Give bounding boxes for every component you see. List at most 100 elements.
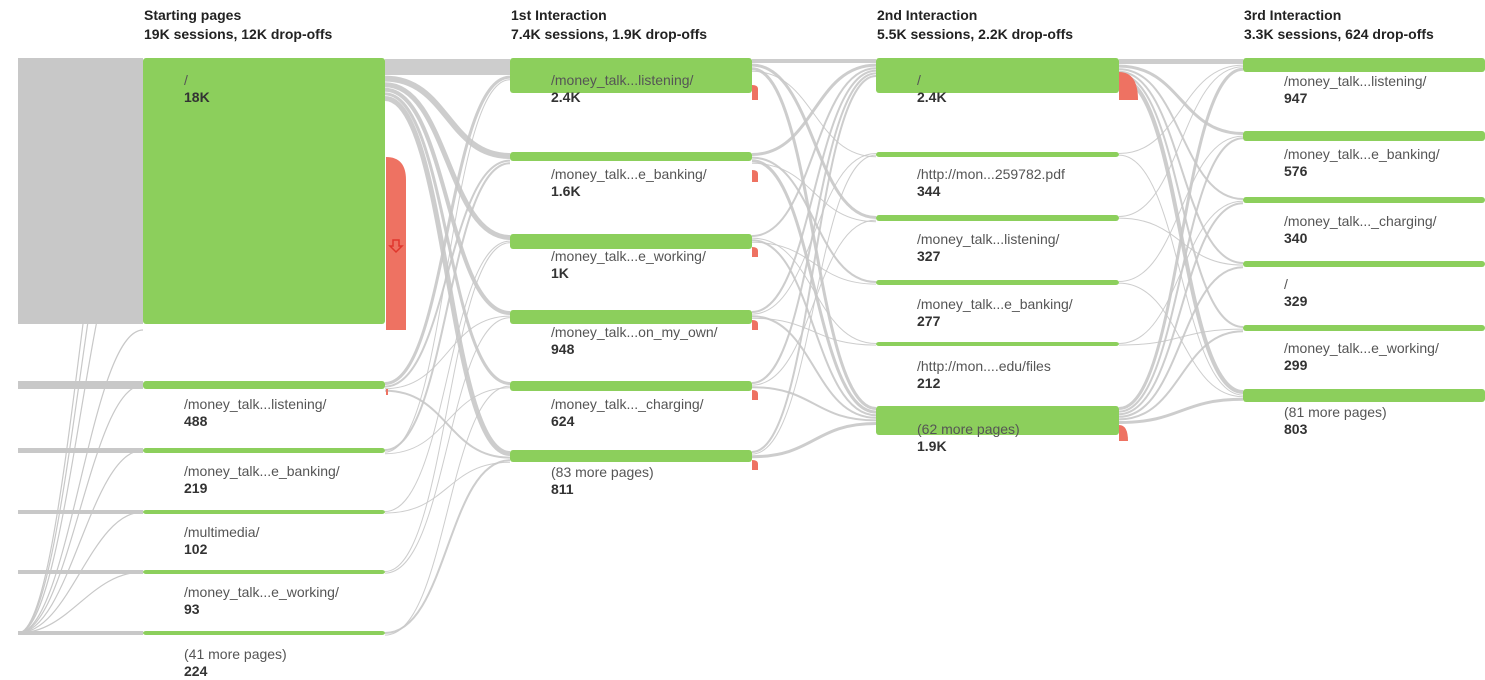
flow-link xyxy=(384,87,511,315)
page-node[interactable] xyxy=(876,280,1119,285)
entry-flow xyxy=(18,631,143,635)
dropoff-marker[interactable] xyxy=(1119,72,1138,100)
flow-link xyxy=(751,422,877,459)
column-subtitle: 3.3K sessions, 624 drop-offs xyxy=(1244,26,1434,42)
node-label[interactable]: /money_talk...e_working/ 299 xyxy=(1284,340,1439,374)
flow-link xyxy=(1118,202,1244,416)
dropoff-marker[interactable] xyxy=(752,247,758,257)
node-label[interactable]: /money_talk...e_banking/ 277 xyxy=(917,296,1073,330)
dropoff-marker[interactable] xyxy=(752,170,758,182)
node-label[interactable]: /money_talk...on_my_own/ 948 xyxy=(551,324,718,358)
flow-link xyxy=(751,239,877,417)
column-header-2nd-interaction: 2nd Interaction 5.5K sessions, 2.2K drop… xyxy=(877,6,1073,44)
node-label[interactable]: /multimedia/ 102 xyxy=(184,524,259,558)
node-label[interactable]: /money_talk...e_banking/ 1.6K xyxy=(551,166,707,200)
node-label[interactable]: /money_talk..._charging/ 340 xyxy=(1284,213,1437,247)
node-page: /money_talk...e_banking/ xyxy=(917,296,1073,312)
node-label[interactable]: /money_talk...listening/ 2.4K xyxy=(551,72,693,106)
page-node[interactable] xyxy=(876,58,1119,93)
flow-link xyxy=(1118,68,1244,200)
node-label[interactable]: /money_talk...e_working/ 93 xyxy=(184,584,339,618)
dropoff-marker[interactable] xyxy=(752,85,758,100)
flow-link xyxy=(751,162,877,223)
page-node[interactable] xyxy=(1243,261,1485,267)
page-node[interactable] xyxy=(510,234,752,249)
page-node[interactable] xyxy=(1243,389,1485,402)
flow-link xyxy=(384,75,511,385)
page-node[interactable] xyxy=(1243,58,1485,72)
flow-link xyxy=(751,153,877,315)
page-node[interactable] xyxy=(510,310,752,324)
node-page: / xyxy=(184,72,188,88)
dropoff-marker[interactable] xyxy=(386,157,406,330)
page-node[interactable] xyxy=(143,58,385,324)
node-value: 102 xyxy=(184,541,208,557)
page-node[interactable] xyxy=(1243,131,1485,141)
node-label[interactable]: /money_talk...listening/ 327 xyxy=(917,231,1059,265)
node-label[interactable]: /money_talk...e_banking/ 219 xyxy=(184,463,340,497)
node-page: /money_talk...e_working/ xyxy=(551,248,706,264)
node-label[interactable]: /money_talk..._charging/ 624 xyxy=(551,396,704,430)
flow-links xyxy=(17,58,1244,636)
flow-link xyxy=(1118,137,1244,413)
node-value: 1.9K xyxy=(917,438,947,454)
flow-link xyxy=(751,237,877,344)
column-header-3rd-interaction: 3rd Interaction 3.3K sessions, 624 drop-… xyxy=(1244,6,1434,44)
node-value: 299 xyxy=(1284,357,1308,373)
node-label[interactable]: (81 more pages) 803 xyxy=(1284,404,1387,438)
column-title: 1st Interaction xyxy=(511,7,607,23)
page-node[interactable] xyxy=(876,152,1119,157)
node-page: /money_talk..._charging/ xyxy=(551,396,704,412)
node-label[interactable]: / 2.4K xyxy=(917,72,947,106)
flow-link xyxy=(751,154,877,455)
page-node[interactable] xyxy=(143,631,385,635)
node-label[interactable]: /money_talk...e_banking/ 576 xyxy=(1284,146,1440,180)
page-node[interactable] xyxy=(510,58,752,93)
page-node[interactable] xyxy=(876,215,1119,221)
node-label[interactable]: /http://mon....edu/files 212 xyxy=(917,358,1051,392)
flow-link xyxy=(384,75,511,159)
entry-flow-line xyxy=(17,329,144,634)
flow-link xyxy=(1118,64,1244,154)
entry-flow xyxy=(18,58,143,324)
node-label[interactable]: / 329 xyxy=(1284,276,1307,310)
node-value: 219 xyxy=(184,480,208,496)
node-label[interactable]: (83 more pages) 811 xyxy=(551,464,654,498)
page-node[interactable] xyxy=(876,342,1119,346)
page-node[interactable] xyxy=(510,381,752,391)
node-label[interactable]: /money_talk...listening/ 947 xyxy=(1284,73,1426,107)
flow-link xyxy=(751,67,877,237)
page-node[interactable] xyxy=(143,510,385,514)
page-node[interactable] xyxy=(143,570,385,574)
node-page: /money_talk...e_working/ xyxy=(1284,340,1439,356)
node-page: /money_talk...on_my_own/ xyxy=(551,324,718,340)
page-node[interactable] xyxy=(510,450,752,462)
dropoff-marker[interactable] xyxy=(752,390,758,400)
dropoff-marker[interactable] xyxy=(752,320,758,330)
page-node[interactable] xyxy=(1243,325,1485,331)
node-label[interactable]: /money_talk...e_working/ 1K xyxy=(551,248,706,282)
page-node[interactable] xyxy=(1243,197,1485,203)
page-node[interactable] xyxy=(143,381,385,389)
page-node[interactable] xyxy=(510,152,752,161)
node-label[interactable]: (62 more pages) 1.9K xyxy=(917,421,1020,455)
flow-link xyxy=(384,92,511,385)
node-value: 2.4K xyxy=(917,89,947,105)
node-page: /money_talk..._charging/ xyxy=(1284,213,1437,229)
column-title: 3rd Interaction xyxy=(1244,7,1342,23)
page-node[interactable] xyxy=(876,406,1119,435)
node-label[interactable]: /http://mon...259782.pdf 344 xyxy=(917,166,1065,200)
entry-flow-line xyxy=(17,449,144,634)
node-label[interactable]: /money_talk...listening/ 488 xyxy=(184,396,326,430)
flow-link xyxy=(751,386,877,422)
dropoff-marker[interactable] xyxy=(386,389,388,395)
node-label[interactable]: / 18K xyxy=(184,72,210,106)
node-label[interactable]: (41 more pages) 224 xyxy=(184,646,287,680)
node-page: /money_talk...listening/ xyxy=(184,396,327,412)
dropoff-marker[interactable] xyxy=(1119,425,1128,441)
flow-link xyxy=(384,317,511,574)
dropoff-marker[interactable] xyxy=(752,460,758,470)
page-node[interactable] xyxy=(143,448,385,453)
column-subtitle: 19K sessions, 12K drop-offs xyxy=(144,26,333,42)
